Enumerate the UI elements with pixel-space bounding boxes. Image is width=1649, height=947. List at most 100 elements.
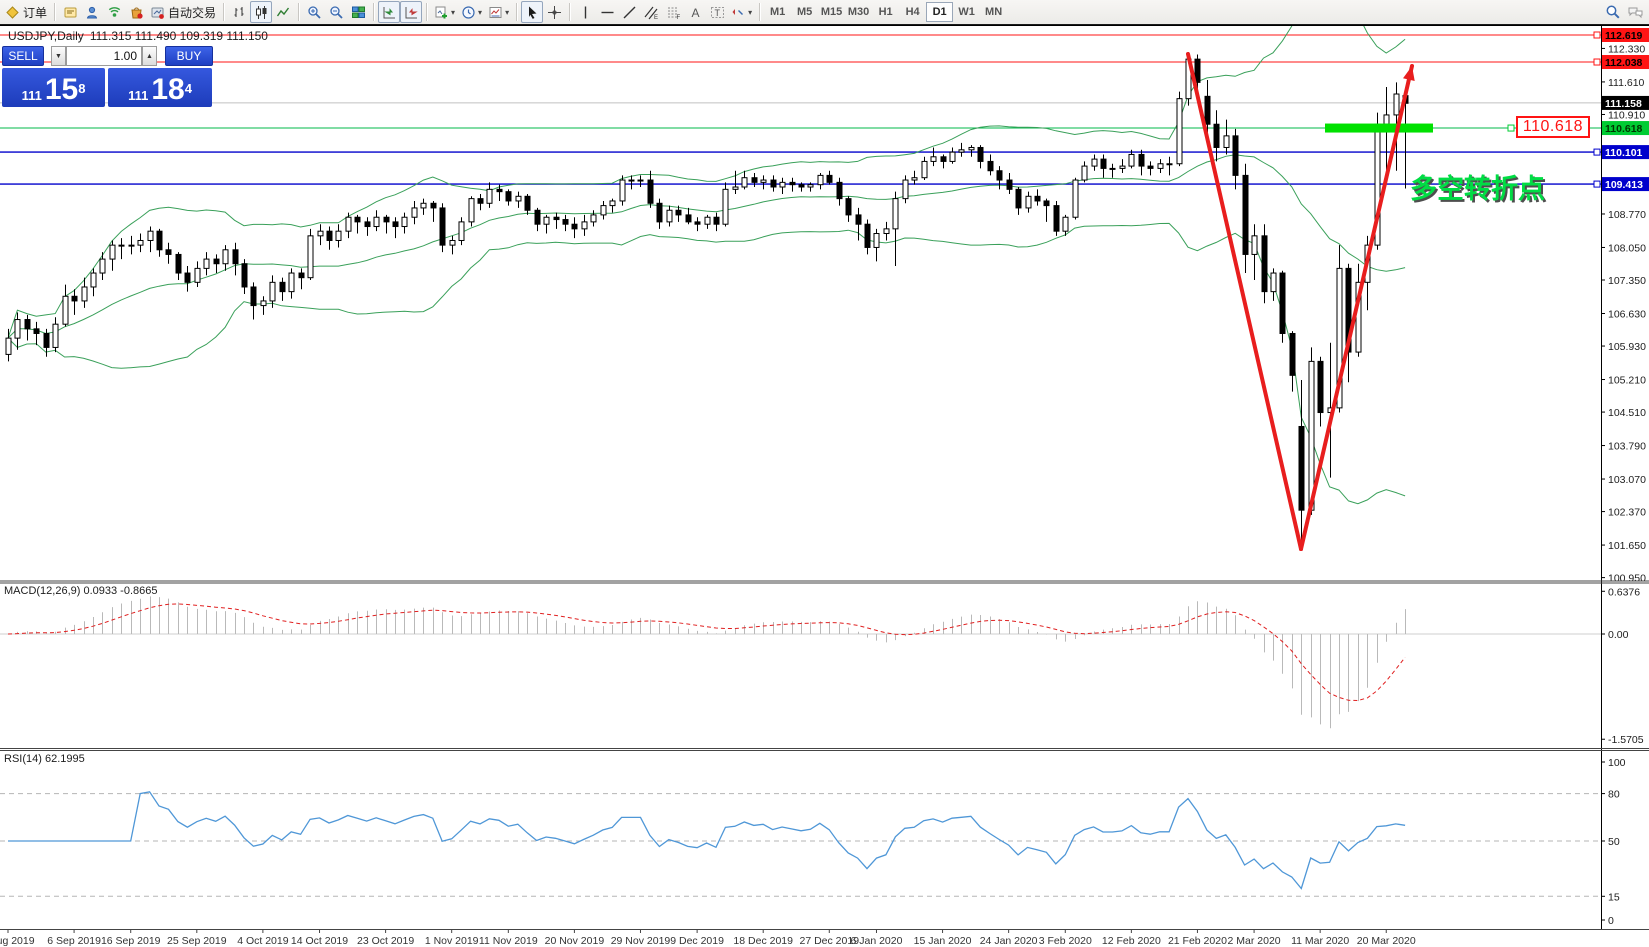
candle xyxy=(373,216,380,228)
candle xyxy=(553,216,560,221)
svg-text:11 Mar 2020: 11 Mar 2020 xyxy=(1291,935,1349,947)
candle xyxy=(486,188,493,204)
timeframe-m30-button[interactable]: M30 xyxy=(847,6,870,18)
text-button[interactable]: A xyxy=(684,1,706,23)
search-icon xyxy=(1605,4,1621,20)
template-icon xyxy=(488,5,503,20)
candle xyxy=(1015,188,1022,209)
svg-text:109.413: 109.413 xyxy=(1605,179,1643,191)
horizontal-line-button[interactable] xyxy=(596,1,618,23)
candle xyxy=(873,233,880,248)
svg-text:111.610: 111.610 xyxy=(1608,77,1645,89)
channel-button[interactable]: E xyxy=(640,1,662,23)
sell-button[interactable]: SELL xyxy=(2,46,44,66)
search-button[interactable] xyxy=(1602,1,1624,23)
candle xyxy=(401,216,408,228)
chart-shift-button[interactable] xyxy=(400,1,423,23)
candle xyxy=(902,179,909,200)
fibo-icon: F xyxy=(666,5,681,20)
chevron-down-icon[interactable]: ▾ xyxy=(451,7,456,17)
buy-price[interactable]: 111 18 4 xyxy=(108,68,212,107)
candle xyxy=(458,221,465,241)
candle xyxy=(317,230,324,237)
candle xyxy=(307,235,314,279)
candle xyxy=(1138,153,1145,167)
candle xyxy=(770,179,777,188)
candle xyxy=(619,179,626,202)
candle xyxy=(279,281,286,293)
trend-arrow-down xyxy=(1186,52,1303,551)
autotrading-button[interactable]: 自动交易 xyxy=(147,1,219,23)
svg-text:107.350: 107.350 xyxy=(1608,275,1646,287)
chart-area[interactable]: 112.330 111.610 110.910 108.770 108.050 107.3… xyxy=(0,25,1649,947)
chart-candles-button[interactable] xyxy=(250,1,273,23)
signals-button[interactable] xyxy=(103,1,125,23)
zoom-in-button[interactable] xyxy=(303,1,325,23)
periods-button[interactable]: ▾ xyxy=(458,1,485,23)
indicators-button[interactable]: ▾ xyxy=(431,1,458,23)
candle xyxy=(534,209,541,225)
arrows-button[interactable]: ▾ xyxy=(728,1,755,23)
chevron-down-icon[interactable]: ▾ xyxy=(748,7,753,17)
timeframe-mn-button[interactable]: MN xyxy=(985,6,1003,18)
timeframe-w1-button[interactable]: W1 xyxy=(958,6,975,18)
candle xyxy=(420,202,427,209)
svg-text:110.910: 110.910 xyxy=(1608,109,1645,121)
candle xyxy=(1025,195,1032,209)
main-toolbar: 订单 自动交易 ▾ ▾ ▾ E F A T ▾ M1 M5 M15 M30 H1 H4 D1 W1 MN xyxy=(0,0,1649,25)
zoomout-icon xyxy=(329,5,344,20)
volume-decrease-button[interactable]: ▼ xyxy=(51,46,66,66)
candle xyxy=(883,228,890,235)
candle xyxy=(1232,135,1239,176)
metaeditor-button[interactable] xyxy=(59,1,81,23)
candle xyxy=(1166,163,1173,166)
market-button[interactable] xyxy=(125,1,147,23)
svg-text:6 Jan 2020: 6 Jan 2020 xyxy=(850,935,902,947)
sell-price[interactable]: 111 15 8 xyxy=(2,68,105,107)
candle xyxy=(751,177,758,183)
candle xyxy=(656,202,663,223)
timeframe-m15-button[interactable]: M15 xyxy=(820,6,843,18)
fibonacci-button[interactable]: F xyxy=(662,1,684,23)
vertical-line-button[interactable] xyxy=(574,1,596,23)
timeframe-m5-button[interactable]: M5 xyxy=(796,6,813,18)
new-order-button[interactable]: 订单 xyxy=(2,1,50,23)
cursor-button[interactable] xyxy=(521,1,544,23)
toolbar-separator xyxy=(373,3,375,21)
templates-button[interactable]: ▾ xyxy=(485,1,512,23)
chart-line-button[interactable] xyxy=(272,1,294,23)
crosshair-button[interactable] xyxy=(543,1,565,23)
svg-text:A: A xyxy=(691,6,699,20)
timeframe-d1-button[interactable]: D1 xyxy=(926,2,954,22)
candle xyxy=(345,216,352,232)
timeframe-m1-button[interactable]: M1 xyxy=(769,6,786,18)
svg-text:108.770: 108.770 xyxy=(1608,209,1646,221)
tile-windows-button[interactable] xyxy=(347,1,369,23)
rsi-label: RSI(14) 62.1995 xyxy=(4,753,85,765)
community-button[interactable] xyxy=(81,1,103,23)
candle xyxy=(505,191,512,202)
timeframe-h4-button[interactable]: H4 xyxy=(905,6,920,18)
line-anchor xyxy=(1593,31,1601,39)
trendline-button[interactable] xyxy=(618,1,640,23)
chart-bars-button[interactable] xyxy=(228,1,250,23)
auto-scroll-button[interactable] xyxy=(378,1,401,23)
timeframe-h1-button[interactable]: H1 xyxy=(878,6,893,18)
zoom-out-button[interactable] xyxy=(325,1,347,23)
svg-text:0.6376: 0.6376 xyxy=(1608,586,1640,598)
candle xyxy=(1072,179,1079,218)
buy-button[interactable]: BUY xyxy=(165,46,213,66)
chevron-down-icon[interactable]: ▾ xyxy=(478,7,483,17)
svg-text:50: 50 xyxy=(1608,836,1620,848)
candle xyxy=(1213,123,1220,148)
new-order-button-label: 订单 xyxy=(23,5,48,20)
chat-button[interactable] xyxy=(1624,1,1647,23)
volume-increase-button[interactable]: ▲ xyxy=(142,46,157,66)
chevron-down-icon[interactable]: ▾ xyxy=(505,7,510,17)
volume-input[interactable] xyxy=(66,46,142,66)
candle xyxy=(250,286,257,307)
text-label-button[interactable]: T xyxy=(706,1,728,23)
candle xyxy=(562,219,569,225)
candle xyxy=(203,258,210,269)
